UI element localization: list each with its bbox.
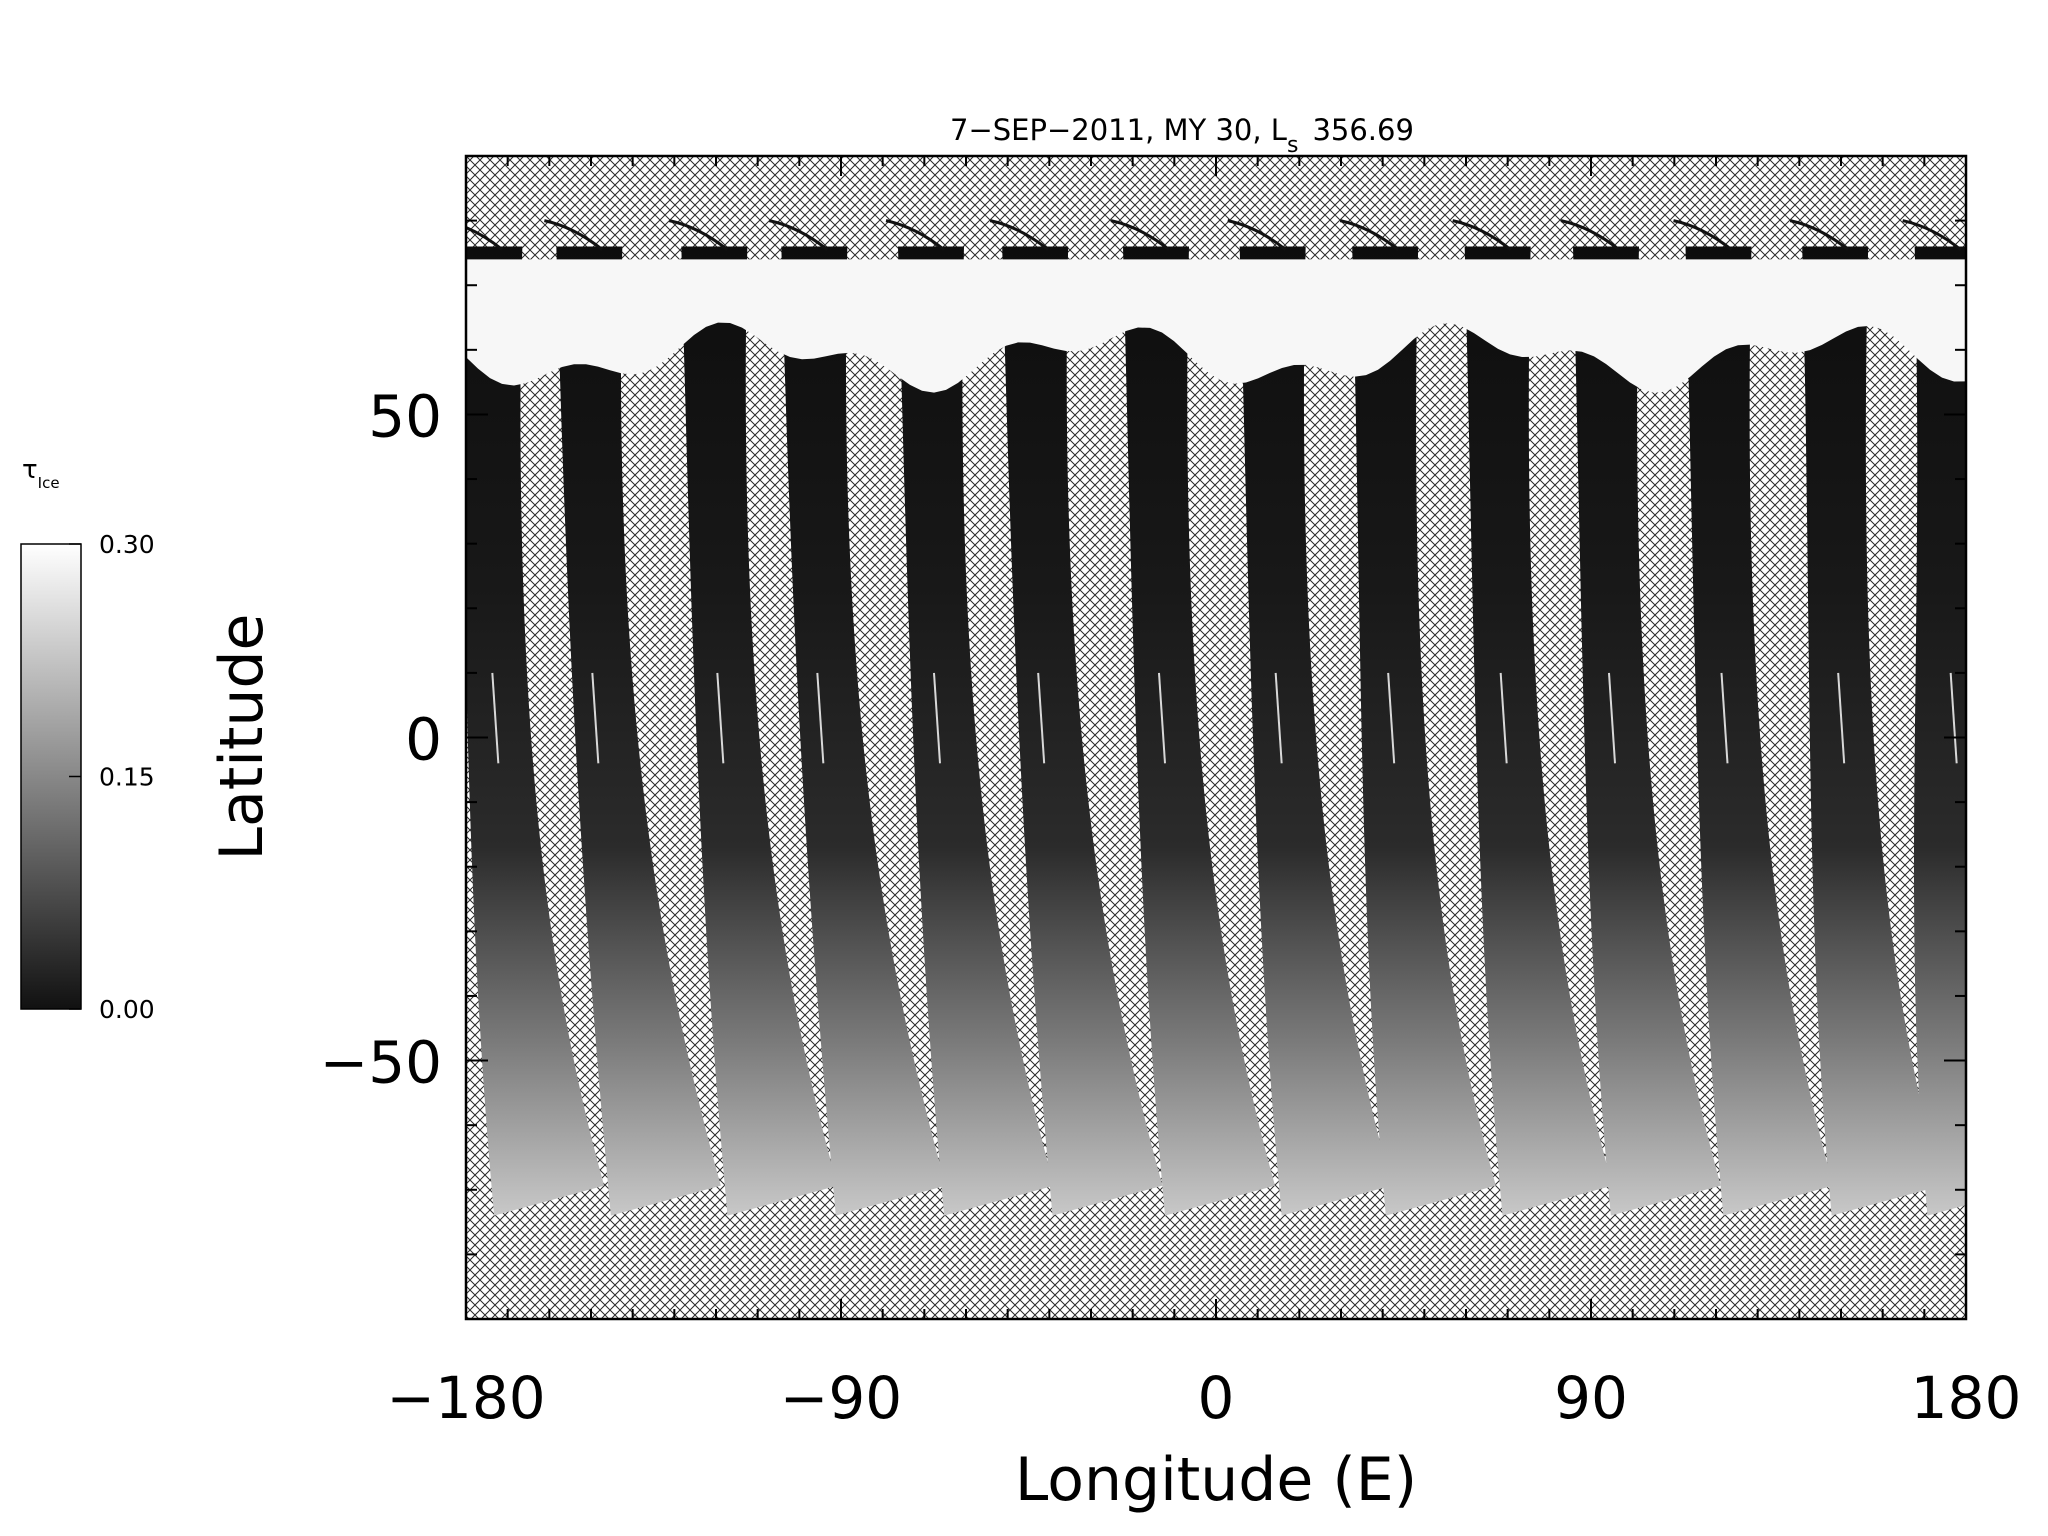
orbit-swath: [1352, 246, 1496, 1216]
swath-streak: [933, 672, 941, 764]
orbit-swath: [1913, 246, 1966, 1216]
orbit-swath: [1002, 246, 1163, 1216]
colorbar: τIce 0.30 0.15 0.00: [20, 455, 155, 1024]
swath-streak: [1499, 672, 1508, 764]
swath-limb-arc: [1560, 219, 1620, 251]
plot-area: [464, 154, 1968, 1321]
swath-limb-arc: [1339, 219, 1400, 251]
north-polar-cloud-cap: [466, 259, 1966, 393]
swath-streak: [716, 672, 725, 764]
colorbar-tick-label: 0.15: [99, 763, 155, 792]
chart-title-value: 356.69: [1312, 113, 1413, 147]
x-axis-label: Longitude (E): [1015, 1445, 1417, 1515]
swath-streak: [491, 672, 500, 764]
orbit-swath: [1464, 246, 1613, 1216]
y-tick-labels: 50 0 −50: [320, 382, 442, 1096]
swath-limb-arc: [1902, 219, 1962, 251]
orbit-swath: [1239, 246, 1392, 1216]
swath-limb-arc: [885, 219, 945, 251]
swath-streak: [1158, 672, 1166, 764]
swath-limb-arc: [669, 219, 729, 251]
y-axis-label: Latitude: [207, 614, 277, 861]
x-tick-label: 180: [1911, 1364, 2022, 1432]
orbit-swath: [898, 246, 1055, 1216]
colorbar-label-main: τ: [22, 455, 38, 485]
chart-title: 7−SEP−2011, MY 30, Ls 356.69: [950, 113, 1414, 158]
x-tick-label: 0: [1198, 1364, 1235, 1432]
x-tick-label: −180: [386, 1364, 545, 1432]
y-tick-label: 50: [368, 382, 442, 450]
colorbar-ticks: 0.30 0.15 0.00: [69, 530, 155, 1024]
y-tick-label: 0: [405, 706, 442, 774]
x-tick-labels: −180 −90 0 90 180: [386, 1364, 2021, 1432]
swath-streak: [816, 672, 825, 764]
orbit-swath: [466, 246, 605, 1216]
swath-streak: [1608, 672, 1616, 764]
swath-limb-arc: [1789, 219, 1850, 251]
axis-ticks: [465, 155, 1967, 1320]
swath-limb-arc: [1110, 219, 1170, 251]
swath-limb-arc: [989, 219, 1050, 251]
colorbar-tick-label: 0.30: [99, 530, 155, 559]
colorbar-label: τIce: [22, 455, 60, 492]
swath-limb-arc: [1452, 219, 1512, 251]
chart-title-main: 7−SEP−2011, MY 30, L: [950, 113, 1287, 147]
swath-streak: [1387, 672, 1396, 764]
orbit-swath: [556, 246, 721, 1216]
swath-streak: [1837, 672, 1846, 764]
orbit-swath: [781, 246, 946, 1216]
swath-limb-arc: [1673, 219, 1733, 251]
y-tick-label: −50: [320, 1029, 442, 1097]
swath-streak: [1949, 672, 1958, 764]
orbit-swath: [681, 246, 838, 1216]
orbit-swaths: [466, 219, 1966, 1216]
x-tick-label: 90: [1554, 1364, 1628, 1432]
orbit-swath: [1123, 246, 1275, 1216]
chart-title-sub: s: [1287, 133, 1298, 158]
swath-streak: [1720, 672, 1729, 764]
orbit-swath: [1802, 246, 1942, 1216]
swath-streak: [1037, 672, 1046, 764]
x-tick-label: −90: [780, 1364, 902, 1432]
swath-limb-arc: [466, 225, 504, 251]
colorbar-tick-label: 0.00: [99, 995, 155, 1024]
swath-streak: [1274, 672, 1283, 764]
orbit-swath: [1573, 246, 1721, 1216]
swath-limb-arc: [769, 219, 829, 251]
colorbar-label-sub: Ice: [38, 474, 60, 492]
swath-limb-arc: [1227, 219, 1287, 251]
orbit-swath: [1685, 246, 1834, 1216]
swath-limb-arc: [544, 219, 604, 251]
swath-streak: [591, 672, 600, 764]
